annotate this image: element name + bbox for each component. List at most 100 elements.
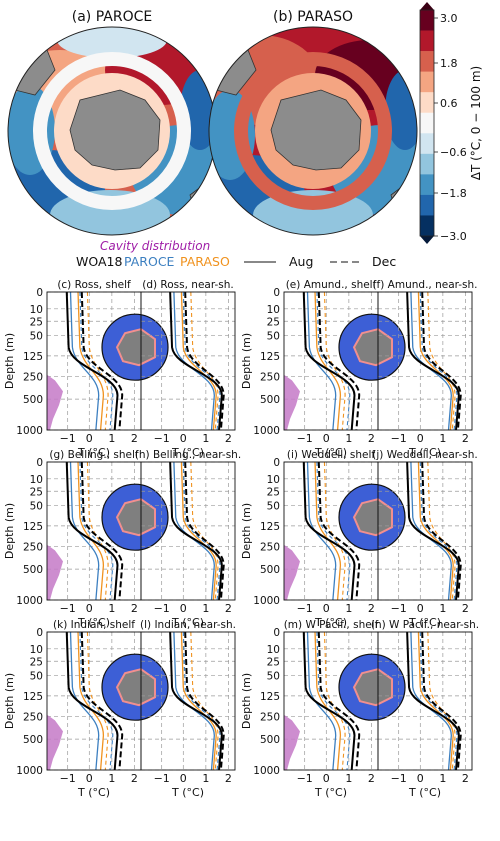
- panel-title: (h) Belling., near-sh.: [135, 449, 241, 461]
- panel-title: (g) Belling., shelf: [49, 449, 138, 461]
- cavity-histogram: [284, 544, 300, 600]
- y-tick-label: 0: [36, 627, 43, 639]
- y-tick-label: 500: [260, 564, 280, 576]
- colorbar-tick-label: −1.8: [440, 187, 467, 200]
- y-tick-label: 500: [23, 394, 43, 406]
- x-tick-label: 2: [462, 772, 469, 785]
- legend: Cavity distribution WOA18 PAROCE PARASO …: [76, 239, 396, 269]
- cavity-histogram: [284, 714, 300, 770]
- profile-line: [316, 631, 351, 771]
- y-tick-label: 125: [260, 691, 280, 703]
- x-tick-label: 1: [345, 772, 352, 785]
- profile-line: [317, 631, 361, 771]
- profile-line: [86, 291, 109, 431]
- profile-line: [316, 291, 351, 431]
- profile-line: [306, 291, 337, 431]
- y-tick-label: 0: [36, 457, 43, 469]
- profile-line: [302, 291, 356, 431]
- x-tick-label: 1: [108, 432, 115, 445]
- panel-frame: [377, 461, 473, 601]
- x-tick-label: 0: [180, 602, 187, 615]
- x-tick-label: 1: [439, 772, 446, 785]
- y-tick-label: 250: [260, 711, 280, 723]
- profile-panel: (e) Amund., shelf−1 0 1 2T (°C)010255012525…: [240, 279, 406, 459]
- profile-line: [190, 631, 219, 771]
- profile-line: [180, 461, 217, 601]
- x-tick-label: −1: [60, 772, 76, 785]
- profile-line: [302, 631, 356, 771]
- profile-line: [86, 631, 109, 771]
- y-tick-label: 1000: [16, 595, 43, 607]
- x-tick-label: −1: [154, 772, 170, 785]
- y-tick-label: 125: [23, 521, 43, 533]
- colorbar-swatch: [420, 215, 434, 237]
- y-tick-label: 50: [30, 670, 43, 682]
- colorbar-tick-label: 3.0: [440, 12, 458, 25]
- profile-line: [317, 461, 361, 601]
- inset-map: [101, 313, 169, 381]
- y-tick-label: 0: [273, 457, 280, 469]
- profile-line: [69, 291, 100, 431]
- colorbar-tick-label: 1.8: [440, 57, 458, 70]
- panel-title: (l) Indian, near-sh.: [140, 619, 236, 631]
- profile-line: [323, 461, 346, 601]
- profile-line: [417, 631, 454, 771]
- x-axis-label: T (°C): [171, 616, 204, 629]
- x-tick-label: 1: [439, 602, 446, 615]
- panel-title: (m) W Pacif., shelf: [284, 619, 379, 631]
- legend-paroce: PAROCE: [124, 254, 175, 269]
- panel-title: (f) Amund., near-sh.: [372, 279, 477, 291]
- colorbar-swatch: [420, 30, 434, 52]
- profile-line: [427, 461, 456, 601]
- panel-title: (d) Ross, near-sh.: [142, 279, 234, 291]
- x-tick-label: 0: [417, 432, 424, 445]
- x-tick-label: −1: [297, 432, 313, 445]
- y-tick-label: 10: [30, 644, 43, 656]
- x-tick-label: 2: [225, 432, 232, 445]
- profile-line: [427, 631, 456, 771]
- profile-panel: (g) Belling., shelf−1 0 1 2T (°C)0102550125…: [3, 449, 169, 629]
- colorbar-swatch: [420, 133, 434, 155]
- profile-panel: (m) W Pacif., shelf−1 0 1 2T (°C)0102550125…: [240, 619, 406, 799]
- map-paroce: (a) PAROCE: [7, 9, 217, 236]
- y-tick-label: 125: [260, 521, 280, 533]
- profile-line: [182, 461, 221, 601]
- x-axis-label: T (°C): [171, 446, 204, 459]
- x-axis-label: T (°C): [171, 786, 204, 799]
- profile-panel: (l) Indian, near-sh. −1 0 1 2 T (°C): [140, 619, 236, 799]
- profile-line: [65, 461, 119, 601]
- cavity-histogram: [47, 714, 63, 770]
- legend-paraso: PARASO: [180, 254, 230, 269]
- profile-line: [419, 461, 458, 601]
- y-tick-label: 1000: [253, 765, 280, 777]
- y-axis-label: Depth (m): [3, 673, 16, 729]
- x-tick-label: 0: [86, 772, 93, 785]
- panel-title: (c) Ross, shelf: [57, 279, 131, 291]
- x-tick-label: 0: [180, 772, 187, 785]
- profile-line: [306, 631, 337, 771]
- colorbar-swatch: [420, 174, 434, 196]
- profile-panel: (h) Belling., near-sh. −1 0 1 2 T (°C): [135, 449, 241, 629]
- y-tick-label: 50: [267, 670, 280, 682]
- y-tick-label: 10: [30, 304, 43, 316]
- y-tick-label: 50: [267, 500, 280, 512]
- y-tick-label: 125: [23, 351, 43, 363]
- x-tick-label: −1: [154, 602, 170, 615]
- profile-line: [169, 291, 223, 431]
- profile-line: [184, 461, 225, 601]
- profile-line: [80, 291, 124, 431]
- y-tick-label: 250: [23, 541, 43, 553]
- y-tick-label: 500: [260, 394, 280, 406]
- profile-line: [80, 631, 124, 771]
- colorbar-tick-label: −3.0: [440, 230, 467, 243]
- cavity-histogram: [47, 374, 63, 430]
- legend-woa18: WOA18: [76, 254, 122, 269]
- profile-line: [419, 291, 458, 431]
- x-tick-label: −1: [391, 772, 407, 785]
- x-axis-label: T (°C): [408, 446, 441, 459]
- x-tick-label: 1: [108, 602, 115, 615]
- x-axis-label: T (°C): [314, 616, 347, 629]
- panel-frame: [377, 631, 473, 771]
- colorbar-swatch: [420, 194, 434, 216]
- y-tick-label: 0: [273, 627, 280, 639]
